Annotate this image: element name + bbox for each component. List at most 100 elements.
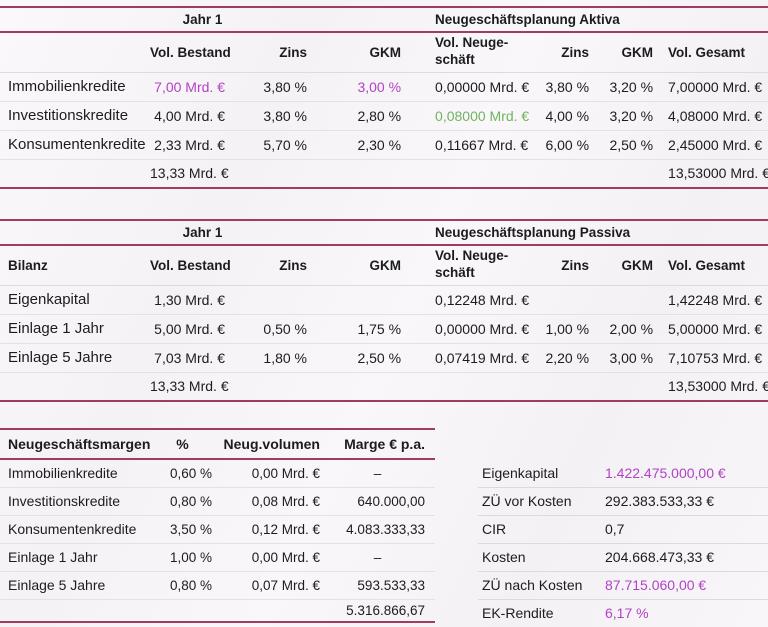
volumen-value: 0,07 Mrd. € — [215, 571, 320, 600]
header-gkm: GKM — [310, 245, 406, 286]
vol-gesamt-value: 7,00000 Mrd. € — [668, 72, 768, 102]
header-vol-gesamt: Vol. Gesamt — [668, 245, 768, 286]
row-label: Investitionskredite — [0, 487, 150, 516]
volumen-value: 0,00 Mrd. € — [215, 543, 320, 572]
zins-neu-value: 1,00 % — [545, 314, 604, 344]
table-row-eigenkapital: Eigenkapital 1,30 Mrd. € 0,12248 Mrd. € … — [0, 285, 768, 315]
marge-value: – — [320, 543, 435, 572]
zins-value: 3,80 % — [230, 101, 310, 131]
gkm-neu-value — [603, 285, 669, 315]
zins-neu-value: 6,00 % — [545, 130, 604, 160]
margen-table: Neugeschäftsmargen % Neug.volumen Marge … — [0, 430, 435, 621]
row-label: Einlage 1 Jahr — [0, 543, 150, 572]
table-row-konsumentenkredite: Konsumentenkredite 2,33 Mrd. € 5,70 % 2,… — [0, 130, 768, 160]
volumen-value: 0,08 Mrd. € — [215, 487, 320, 516]
gkm-value: 2,30 % — [310, 130, 406, 160]
summary-label: Eigenkapital — [478, 459, 605, 488]
header-zins-neu: Zins — [545, 32, 604, 73]
vol-gesamt-value: 5,00000 Mrd. € — [668, 314, 768, 344]
vol-bestand-value: 7,03 Mrd. € — [150, 343, 230, 373]
aktiva-table: Jahr 1 Neugeschäftsplanung Aktiva Vol. B… — [0, 8, 768, 187]
zins-value — [230, 285, 310, 315]
gkm-value: 3,00 % — [310, 72, 406, 102]
header-gkm-neu: GKM — [603, 245, 669, 286]
margen-total-row: 5.316.866,67 — [0, 599, 435, 621]
table-row-einlage-5-jahre: Einlage 5 Jahre 7,03 Mrd. € 1,80 % 2,50 … — [0, 343, 768, 373]
header-vol-neugeschaeft: Vol. Neuge- schäft — [405, 32, 546, 73]
marge-value: 593.533,33 — [320, 571, 435, 600]
summary-label: CIR — [478, 515, 605, 544]
zins-neu-value: 2,20 % — [545, 343, 604, 373]
summary-value: 0,7 — [605, 515, 768, 544]
header-vol-bestand: Vol. Bestand — [150, 245, 230, 286]
vol-bestand-value: 7,00 Mrd. € — [150, 72, 230, 102]
aktiva-title: Neugeschäftsplanung Aktiva — [405, 8, 768, 33]
row-label: Immobilienkredite — [0, 459, 150, 488]
row-label: Einlage 5 Jahre — [0, 571, 150, 600]
passiva-period-label: Jahr 1 — [0, 221, 406, 246]
gkm-value: 2,50 % — [310, 343, 406, 373]
vol-gesamt-value: 4,08000 Mrd. € — [668, 101, 768, 131]
header-gkm-neu: GKM — [603, 32, 669, 73]
passiva-table: Jahr 1 Neugeschäftsplanung Passiva Bilan… — [0, 221, 768, 400]
vol-bestand-value: 1,30 Mrd. € — [150, 285, 230, 315]
passiva-period-row: Jahr 1 Neugeschäftsplanung Passiva — [0, 221, 768, 246]
header-neug-volumen: Neug.volumen — [215, 430, 320, 460]
marge-total: 5.316.866,67 — [346, 602, 425, 618]
header-zins: Zins — [230, 32, 310, 73]
header-vol-gesamt: Vol. Gesamt — [668, 32, 768, 73]
summary-row-cir: CIR 0,7 — [478, 515, 768, 544]
aktiva-panel: Jahr 1 Neugeschäftsplanung Aktiva Vol. B… — [0, 6, 768, 189]
gkm-neu-value: 3,20 % — [603, 101, 669, 131]
gkm-neu-value: 2,00 % — [603, 314, 669, 344]
summary-value: 1.422.475.000,00 € — [605, 459, 768, 488]
percent-value: 0,80 % — [150, 571, 215, 600]
header-vol-neugeschaeft: Vol. Neuge- schäft — [405, 245, 546, 286]
header-marge: Marge € p.a. — [320, 430, 435, 460]
header-percent: % — [150, 430, 215, 460]
gkm-value: 2,80 % — [310, 101, 406, 131]
summary-label: ZÜ vor Kosten — [478, 487, 605, 516]
header-vol-bestand: Vol. Bestand — [150, 32, 230, 73]
zins-neu-value: 4,00 % — [545, 101, 604, 131]
vol-neugeschaeft-value: 0,00000 Mrd. € — [405, 72, 546, 102]
gkm-value — [310, 285, 406, 315]
vol-bestand-value: 2,33 Mrd. € — [150, 130, 230, 160]
volumen-value: 0,12 Mrd. € — [215, 515, 320, 544]
summary-value: 292.383.533,33 € — [605, 487, 768, 516]
marge-value: – — [320, 459, 435, 488]
summary-table: Eigenkapital 1.422.475.000,00 € ZÜ vor K… — [478, 459, 768, 627]
passiva-panel: Jahr 1 Neugeschäftsplanung Passiva Bilan… — [0, 219, 768, 402]
vol-bestand-value: 5,00 Mrd. € — [150, 314, 230, 344]
gkm-neu-value: 2,50 % — [603, 130, 669, 160]
table-row-konsumentenkredite: Konsumentenkredite 3,50 % 0,12 Mrd. € 4.… — [0, 515, 435, 544]
row-label: Eigenkapital — [0, 285, 150, 315]
table-row-investitionskredite: Investitionskredite 4,00 Mrd. € 3,80 % 2… — [0, 101, 768, 131]
header-zins: Zins — [230, 245, 310, 286]
marge-value: 4.083.333,33 — [320, 515, 435, 544]
vol-neugeschaeft-value: 0,07419 Mrd. € — [405, 343, 546, 373]
zins-neu-value: 3,80 % — [545, 72, 604, 102]
row-label: Einlage 1 Jahr — [0, 314, 150, 344]
marge-value: 640.000,00 — [320, 487, 435, 516]
gkm-neu-value: 3,20 % — [603, 72, 669, 102]
aktiva-period-row: Jahr 1 Neugeschäftsplanung Aktiva — [0, 8, 768, 33]
summary-row-zue-vor-kosten: ZÜ vor Kosten 292.383.533,33 € — [478, 487, 768, 516]
table-row-immobilienkredite: Immobilienkredite 0,60 % 0,00 Mrd. € – — [0, 459, 435, 488]
zins-value: 5,70 % — [230, 130, 310, 160]
summary-row-ek-rendite: EK-Rendite 6,17 % — [478, 599, 768, 627]
summary-value: 87.715.060,00 € — [605, 571, 768, 600]
zins-value: 1,80 % — [230, 343, 310, 373]
summary-value: 204.668.473,33 € — [605, 543, 768, 572]
summary-label: EK-Rendite — [478, 599, 605, 627]
total-vol-gesamt: 13,53000 Mrd. € — [668, 165, 768, 182]
margen-panel: Neugeschäftsmargen % Neug.volumen Marge … — [0, 428, 435, 623]
row-label: Immobilienkredite — [0, 72, 150, 102]
vol-gesamt-value: 2,45000 Mrd. € — [668, 130, 768, 160]
summary-value: 6,17 % — [605, 599, 768, 627]
row-label: Konsumentenkredite — [0, 515, 150, 544]
zins-value: 0,50 % — [230, 314, 310, 344]
gkm-value: 1,75 % — [310, 314, 406, 344]
aktiva-header-empty — [0, 32, 150, 73]
